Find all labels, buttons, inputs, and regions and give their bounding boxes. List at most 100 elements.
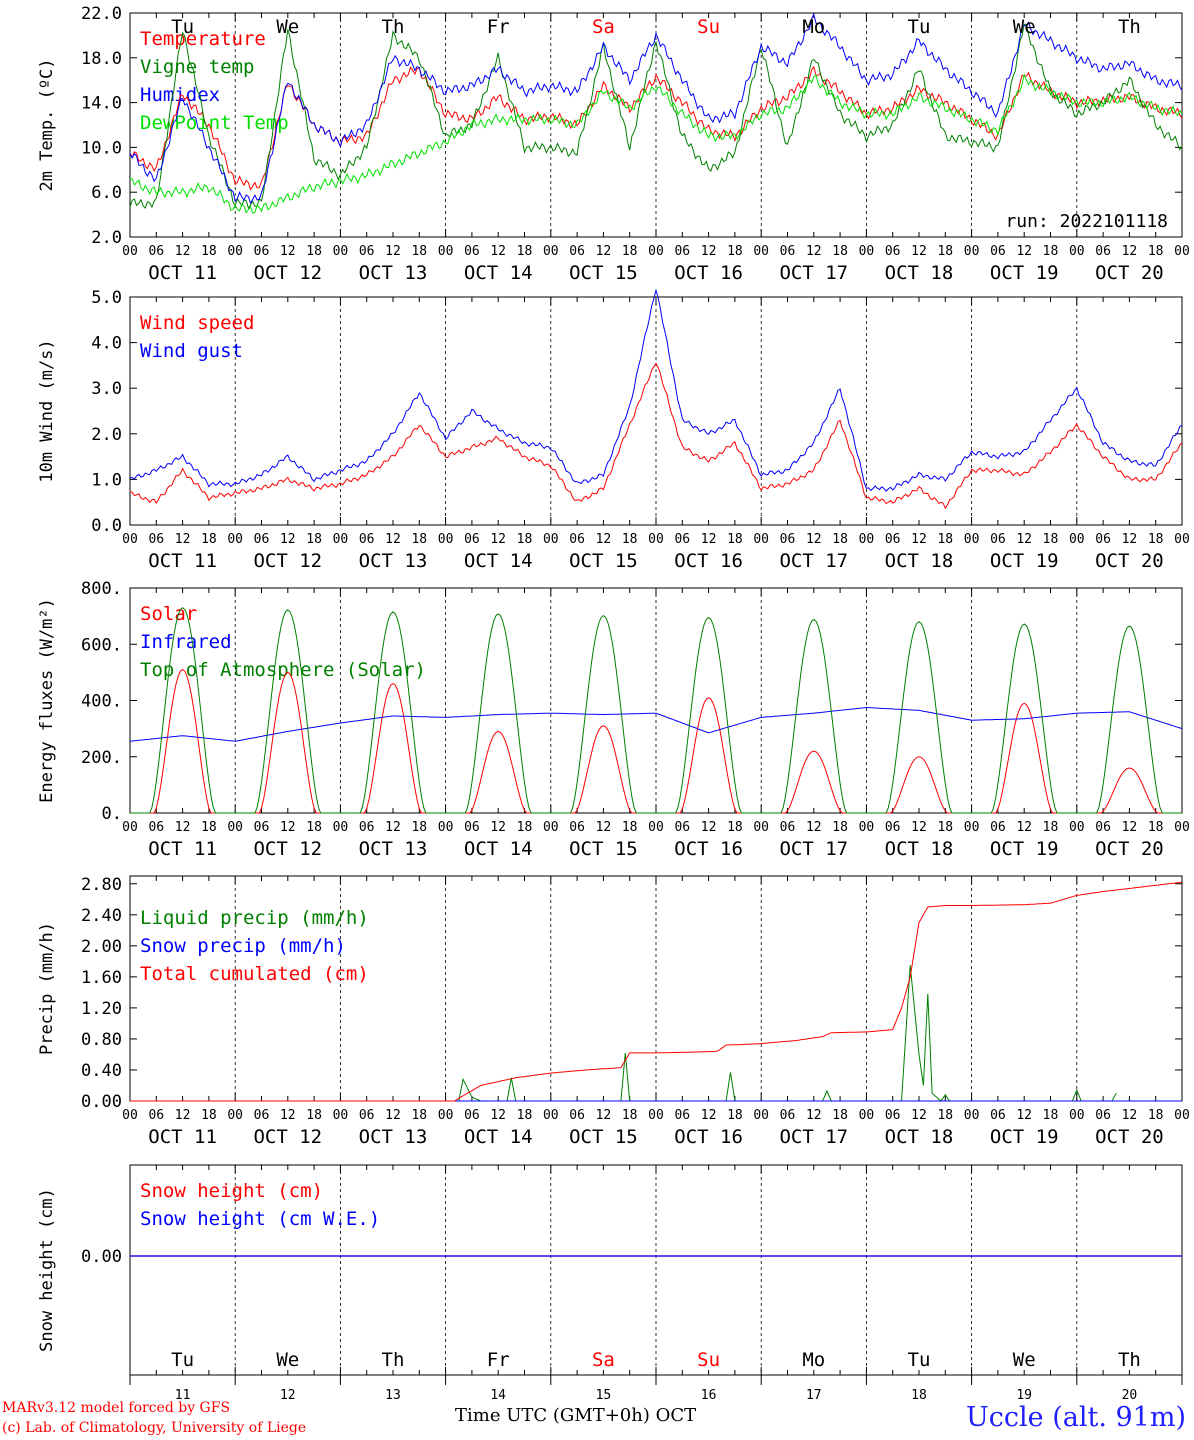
legend-snow-height-cm-: Snow height (cm): [140, 1180, 323, 1202]
hour-tick-label: 00: [1069, 820, 1085, 835]
hour-tick-label: 06: [569, 1108, 585, 1123]
date-label: OCT 13: [359, 262, 428, 284]
hour-tick-label: 12: [911, 244, 927, 259]
hour-tick-label: 06: [674, 244, 690, 259]
hour-tick-label: 12: [1122, 820, 1138, 835]
hour-tick-label: 12: [596, 244, 612, 259]
day-number-label: 14: [490, 1388, 506, 1403]
hour-tick-label: 12: [701, 820, 717, 835]
date-label: OCT 12: [253, 1126, 322, 1148]
date-label: OCT 12: [253, 550, 322, 572]
series-total-cumulated-cm-: [130, 881, 1183, 1102]
hour-tick-label: 12: [280, 532, 296, 547]
date-label: OCT 13: [359, 838, 428, 860]
hour-tick-label: 18: [411, 244, 427, 259]
day-number-label: 13: [385, 1388, 401, 1403]
hour-tick-label: 18: [727, 1108, 743, 1123]
weekday-label: Th: [382, 1349, 405, 1371]
hour-tick-label: 12: [280, 1108, 296, 1123]
hour-tick-label: 00: [438, 244, 454, 259]
hour-tick-label: 06: [885, 244, 901, 259]
hour-tick-label: 06: [885, 532, 901, 547]
legend-wind-gust: Wind gust: [140, 340, 243, 362]
hour-tick-label: 06: [569, 244, 585, 259]
hour-tick-label: 12: [1122, 532, 1138, 547]
hour-tick-label: 00: [333, 820, 349, 835]
hour-tick-label: 18: [937, 1108, 953, 1123]
hour-tick-label: 12: [806, 820, 822, 835]
date-label: OCT 19: [990, 550, 1059, 572]
panel-frame: [129, 587, 1183, 814]
date-label: OCT 16: [674, 550, 743, 572]
hour-tick-label: 06: [1095, 532, 1111, 547]
run-label: run: 2022101118: [1005, 211, 1168, 232]
hour-tick-label: 12: [280, 244, 296, 259]
hour-tick-label: 18: [201, 1108, 217, 1123]
date-label: OCT 20: [1095, 550, 1164, 572]
date-label: OCT 14: [464, 550, 533, 572]
hour-tick-label: 06: [359, 532, 375, 547]
hour-tick-label: 12: [806, 1108, 822, 1123]
date-label: OCT 19: [990, 838, 1059, 860]
series-humidex: [129, 12, 1183, 205]
hour-tick-label: 06: [780, 532, 796, 547]
hour-tick-label: 12: [490, 1108, 506, 1123]
hour-tick-label: 12: [911, 532, 927, 547]
hour-tick-label: 00: [1069, 1108, 1085, 1123]
hour-tick-label: 00: [438, 532, 454, 547]
day-number-label: 20: [1122, 1388, 1138, 1403]
y-tick-label: 1.60: [81, 968, 122, 988]
hour-tick-label: 06: [1095, 244, 1111, 259]
date-label: OCT 20: [1095, 1126, 1164, 1148]
hour-tick-label: 06: [359, 244, 375, 259]
legend-temperature: Temperature: [140, 28, 266, 50]
hour-tick-label: 06: [885, 1108, 901, 1123]
y-tick-label: 2.0: [91, 425, 122, 445]
date-label: OCT 11: [148, 1126, 217, 1148]
date-label: OCT 20: [1095, 838, 1164, 860]
date-label: OCT 17: [779, 838, 848, 860]
y-tick-label: 18.0: [81, 49, 122, 69]
y-tick-label: 0.: [102, 804, 122, 824]
hour-tick-label: 06: [359, 1108, 375, 1123]
hour-tick-label: 12: [1122, 244, 1138, 259]
weekday-label: Fr: [487, 1349, 510, 1371]
hour-tick-label: 18: [727, 532, 743, 547]
hour-tick-label: 00: [964, 244, 980, 259]
hour-tick-label: 00: [122, 532, 138, 547]
weekday-label: Mo: [802, 16, 825, 38]
day-number-label: 15: [596, 1388, 612, 1403]
hour-tick-label: 06: [254, 1108, 270, 1123]
date-label: OCT 16: [674, 262, 743, 284]
date-label: OCT 20: [1095, 262, 1164, 284]
y-tick-label: 400.: [81, 692, 122, 712]
hour-tick-label: 00: [859, 244, 875, 259]
hour-tick-label: 12: [596, 1108, 612, 1123]
hour-tick-label: 00: [964, 1108, 980, 1123]
time-axis-label: Time UTC (GMT+0h) OCT: [455, 1405, 697, 1426]
hour-tick-label: 12: [701, 1108, 717, 1123]
hour-tick-label: 18: [937, 244, 953, 259]
hour-tick-label: 00: [648, 820, 664, 835]
hour-tick-label: 00: [859, 532, 875, 547]
y-tick-label: 4.0: [91, 334, 122, 354]
hour-tick-label: 12: [175, 1108, 191, 1123]
y-tick-label: 0.80: [81, 1030, 122, 1050]
hour-tick-label: 06: [464, 820, 480, 835]
hour-tick-label: 12: [701, 532, 717, 547]
weekday-label: Mo: [802, 1349, 825, 1371]
hour-tick-label: 12: [490, 244, 506, 259]
hour-tick-label: 06: [885, 820, 901, 835]
y-axis-title: 2m Temp. (ºC): [37, 58, 57, 191]
hour-tick-label: 06: [780, 1108, 796, 1123]
hour-tick-label: 18: [306, 532, 322, 547]
weekday-label: Fr: [487, 16, 510, 38]
hour-tick-label: 12: [911, 820, 927, 835]
date-label: OCT 12: [253, 838, 322, 860]
hour-tick-label: 18: [622, 820, 638, 835]
hour-tick-label: 18: [306, 820, 322, 835]
hour-tick-label: 12: [490, 820, 506, 835]
hour-tick-label: 00: [1174, 820, 1190, 835]
y-tick-label: 1.20: [81, 999, 122, 1019]
